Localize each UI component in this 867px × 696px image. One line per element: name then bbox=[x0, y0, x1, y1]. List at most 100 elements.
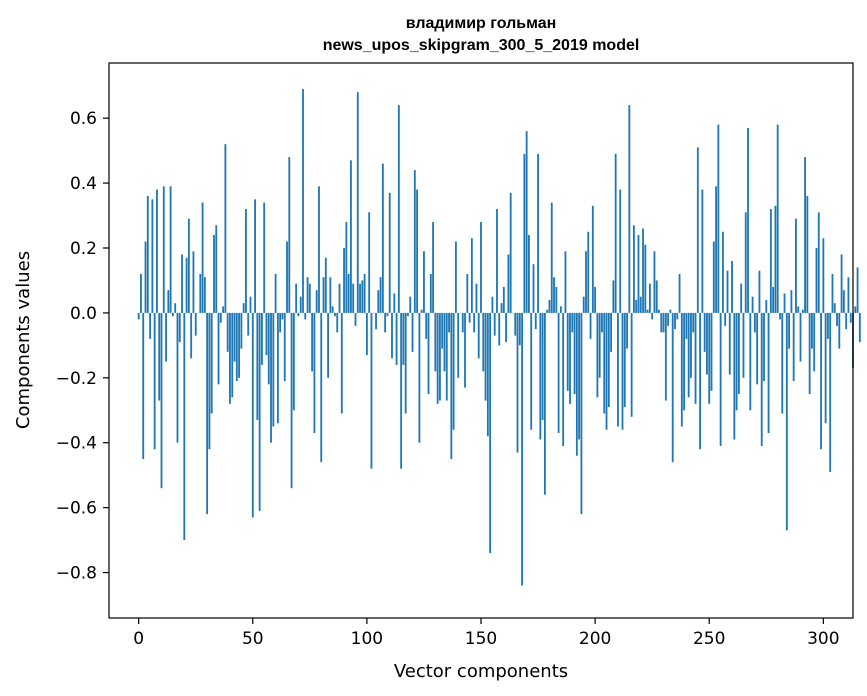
bar-311 bbox=[847, 277, 850, 313]
x-axis: 0 50 100 150 200 250 300 bbox=[133, 618, 840, 649]
bar-85 bbox=[331, 306, 334, 313]
bar-82 bbox=[324, 257, 327, 313]
bar-38 bbox=[224, 144, 227, 313]
bar-16 bbox=[174, 303, 177, 313]
bar-140 bbox=[457, 312, 460, 378]
bar-42 bbox=[233, 312, 236, 362]
bar-75 bbox=[308, 283, 311, 313]
bar-246 bbox=[699, 312, 702, 450]
bar-314 bbox=[854, 306, 857, 313]
bar-134 bbox=[443, 312, 446, 372]
bar-214 bbox=[626, 312, 628, 349]
bar-33 bbox=[213, 235, 215, 313]
bar-102 bbox=[370, 312, 373, 469]
bar-4 bbox=[146, 196, 149, 313]
bar-133 bbox=[441, 312, 444, 349]
bar-209 bbox=[614, 153, 617, 313]
bar-105 bbox=[377, 290, 380, 313]
bar-104 bbox=[375, 312, 377, 330]
bar-56 bbox=[265, 312, 268, 356]
bar-17 bbox=[176, 312, 179, 443]
bar-73 bbox=[304, 312, 307, 320]
bar-245 bbox=[696, 147, 699, 313]
bar-262 bbox=[735, 312, 738, 411]
bar-76 bbox=[311, 312, 314, 372]
bar-249 bbox=[706, 312, 708, 375]
bar-15 bbox=[171, 312, 174, 317]
bar-286 bbox=[790, 290, 793, 313]
bar-36 bbox=[219, 312, 222, 323]
bar-129 bbox=[432, 222, 434, 313]
bar-7 bbox=[153, 312, 156, 450]
bar-31 bbox=[208, 312, 211, 450]
bar-50 bbox=[251, 312, 254, 518]
bar-191 bbox=[573, 312, 576, 395]
bar-184 bbox=[557, 312, 560, 433]
bar-182 bbox=[553, 277, 555, 313]
bar-213 bbox=[623, 312, 626, 408]
bar-168 bbox=[521, 312, 523, 586]
bar-289 bbox=[797, 306, 800, 313]
chart-title-line-1: владимир гольман bbox=[406, 15, 557, 32]
bar-120 bbox=[411, 312, 414, 352]
bar-8 bbox=[156, 189, 158, 313]
bar-137 bbox=[450, 312, 453, 459]
bar-251 bbox=[710, 312, 713, 391]
bar-188 bbox=[566, 312, 569, 391]
x-axis-label: Vector components bbox=[394, 661, 568, 682]
y-axis-label: Components values bbox=[13, 251, 34, 429]
bar-152 bbox=[484, 312, 487, 401]
bar-143 bbox=[464, 312, 466, 388]
bar-6 bbox=[151, 199, 154, 313]
bar-25 bbox=[194, 312, 197, 336]
bar-231 bbox=[664, 312, 667, 401]
bar-22 bbox=[187, 218, 190, 313]
bar-163 bbox=[509, 192, 512, 313]
bar-169 bbox=[523, 153, 526, 313]
bar-175 bbox=[537, 153, 539, 313]
bar-273 bbox=[760, 312, 763, 446]
bar-94 bbox=[352, 283, 355, 313]
y-tick-label-1: −0.6 bbox=[56, 499, 97, 519]
bar-253 bbox=[715, 186, 717, 313]
bar-240 bbox=[685, 312, 688, 339]
bar-294 bbox=[808, 312, 811, 395]
bar-172 bbox=[530, 312, 533, 430]
y-tick-label-6: 0.4 bbox=[70, 174, 97, 194]
bar-63 bbox=[281, 312, 284, 320]
y-tick-label-0: −0.8 bbox=[56, 564, 97, 584]
bar-139 bbox=[454, 241, 457, 313]
bar-116 bbox=[402, 312, 405, 365]
bar-136 bbox=[448, 312, 450, 333]
bar-200 bbox=[594, 286, 597, 313]
bar-52 bbox=[256, 312, 259, 421]
bar-83 bbox=[327, 312, 330, 378]
bar-254 bbox=[717, 124, 720, 313]
bar-12 bbox=[165, 312, 167, 362]
bar-5 bbox=[149, 312, 151, 339]
bar-34 bbox=[215, 225, 218, 313]
bar-282 bbox=[781, 312, 784, 414]
bar-228 bbox=[658, 309, 660, 313]
bar-293 bbox=[806, 196, 809, 313]
bar-197 bbox=[587, 231, 590, 313]
bar-266 bbox=[744, 212, 747, 313]
y-tick-label-5: 0.2 bbox=[70, 239, 97, 259]
bar-271 bbox=[756, 312, 759, 385]
bar-259 bbox=[728, 312, 731, 375]
bar-187 bbox=[564, 251, 567, 313]
bar-89 bbox=[340, 312, 343, 414]
bar-144 bbox=[466, 273, 469, 313]
bar-100 bbox=[365, 312, 368, 356]
bar-285 bbox=[788, 312, 791, 349]
bar-237 bbox=[678, 273, 681, 313]
bar-156 bbox=[493, 312, 496, 336]
bar-304 bbox=[831, 273, 834, 313]
bar-97 bbox=[359, 283, 361, 313]
bar-11 bbox=[162, 186, 165, 313]
bar-107 bbox=[381, 163, 384, 313]
bar-70 bbox=[297, 312, 300, 317]
bar-235 bbox=[674, 312, 676, 330]
bar-125 bbox=[423, 251, 425, 313]
